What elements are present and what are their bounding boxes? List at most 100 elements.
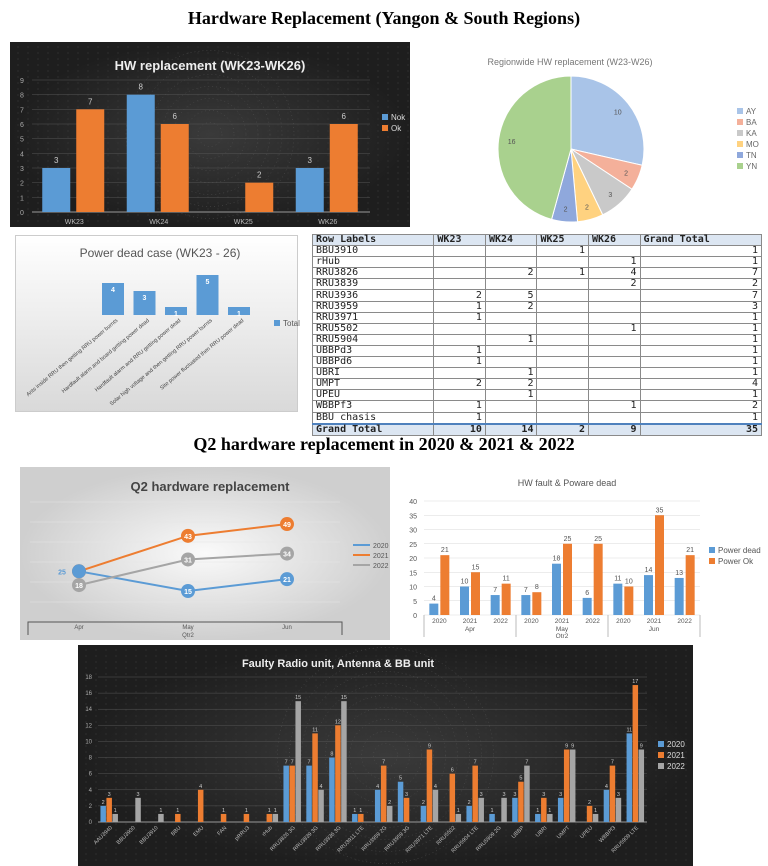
data-label: 2: [624, 171, 628, 178]
legend-label: BA: [746, 118, 757, 127]
pie-slice-yn: [497, 75, 572, 220]
legend-swatch: [737, 130, 743, 136]
chart-title: Regionwide HW replacement (W23-W26): [487, 57, 652, 67]
data-label: 8: [139, 83, 144, 92]
bar-2022: [478, 797, 484, 822]
background-pattern: [161, 86, 259, 183]
table-cell: 1: [484, 389, 538, 402]
y-tick-label: 30: [409, 528, 417, 535]
legend-swatch: [658, 763, 664, 769]
data-label: 3: [405, 792, 408, 798]
data-label: 1: [536, 808, 539, 814]
data-label: 1: [245, 808, 248, 814]
table-cell: 1: [433, 344, 486, 358]
bar-power-dead: [582, 597, 592, 615]
power-dead-chart: Power dead case (WK23 - 26) 4 Ants inside …: [15, 235, 300, 425]
chart-title: HW replacement (WK23-WK26): [115, 58, 306, 73]
x-tick-label: 2021: [555, 618, 570, 625]
bar-2021: [312, 733, 318, 822]
row-label: RRU3971: [311, 311, 435, 324]
bar-2020: [352, 813, 358, 822]
column-header: WK26: [588, 233, 641, 247]
data-label: 15: [295, 695, 301, 701]
table-cell: [484, 344, 538, 358]
table-cell: [433, 367, 486, 380]
data-label: 21: [441, 547, 449, 554]
y-tick-label: 1: [20, 195, 24, 202]
x-group-label: Qtr2: [182, 633, 194, 639]
column-header: Row Labels: [311, 233, 435, 247]
row-label: UBRI: [311, 367, 435, 380]
legend-swatch: [274, 320, 280, 326]
data-label: 18: [75, 583, 83, 590]
table-row: RRU3971 1 1: [311, 311, 763, 324]
data-label: 1: [114, 808, 117, 814]
bar-2022: [272, 813, 279, 822]
y-tick-label: 10: [409, 585, 417, 592]
bar-2020: [489, 813, 495, 822]
bar-2022: [135, 797, 141, 822]
data-label: 7: [285, 760, 288, 766]
table-cell: 2: [639, 400, 763, 413]
table-cell: [588, 378, 641, 391]
data-label: 2: [564, 207, 568, 214]
bar-2021: [220, 813, 227, 822]
table-row: UMPT 2 2 4: [311, 378, 763, 391]
table-cell: 1: [639, 256, 763, 269]
data-label: 43: [184, 534, 192, 541]
table-cell: [536, 389, 589, 402]
row-label: RRU3959: [311, 300, 435, 313]
legend-swatch: [737, 163, 743, 169]
table-cell: 1: [484, 367, 538, 380]
bar-2020: [466, 805, 472, 822]
table-cell: [536, 278, 589, 291]
data-label: 4: [605, 784, 608, 790]
row-label: WBBPf3: [311, 400, 435, 413]
background-pattern: [325, 695, 446, 816]
data-label: 3: [513, 792, 516, 798]
bar-nok: [295, 168, 324, 212]
table-cell: [536, 411, 589, 425]
bar-2020: [420, 805, 427, 822]
row-label: RRU3826: [311, 267, 435, 280]
table-cell: 1: [536, 245, 589, 258]
data-label: 1: [176, 808, 179, 814]
data-label: 11: [614, 576, 621, 583]
y-tick-label: 7: [20, 107, 24, 114]
bar-power-ok: [655, 515, 664, 615]
x-tick-label: WK26: [318, 219, 337, 226]
column-header: Grand Total: [639, 233, 763, 247]
table-cell: [433, 322, 486, 335]
bar-power-dead: [613, 583, 623, 615]
table-cell: [433, 256, 486, 269]
point-2021: [181, 528, 195, 543]
bar-2022: [547, 813, 553, 822]
data-label: 18: [553, 556, 561, 563]
table-cell: 3: [639, 300, 763, 313]
table-cell: [536, 356, 589, 369]
x-tick-label: WK24: [149, 219, 168, 226]
y-tick-label: 8: [89, 756, 93, 762]
row-label: rHub: [311, 256, 435, 269]
grand-total-row: Grand Total 10 14 2 9 35: [311, 422, 763, 436]
bar-power-ok: [685, 555, 695, 615]
table-row: RRU3839 2 2: [311, 278, 763, 291]
data-label: 10: [614, 110, 622, 117]
table-cell: 35: [639, 422, 763, 436]
legend-label: 2022: [373, 563, 389, 570]
background-pattern: [361, 731, 410, 780]
table-cell: 1: [588, 322, 641, 335]
table-cell: [433, 333, 486, 346]
background-pattern: [125, 50, 295, 219]
bar-2021: [243, 813, 250, 822]
table-row: WBBPf3 1 1 2: [311, 400, 763, 413]
page-title: Hardware Replacement (Yangon & South Reg…: [187, 8, 581, 28]
table-cell: [536, 289, 589, 302]
data-label: 13: [675, 570, 683, 577]
table-cell: 1: [433, 311, 486, 324]
table-cell: [588, 333, 641, 346]
regionwide-pie-chart: Regionwide HW replacement (W23-W26) 10 2 3 2…: [420, 42, 760, 227]
table-cell: [484, 400, 538, 413]
data-label: 2: [422, 800, 425, 806]
data-label: 49: [283, 522, 291, 529]
